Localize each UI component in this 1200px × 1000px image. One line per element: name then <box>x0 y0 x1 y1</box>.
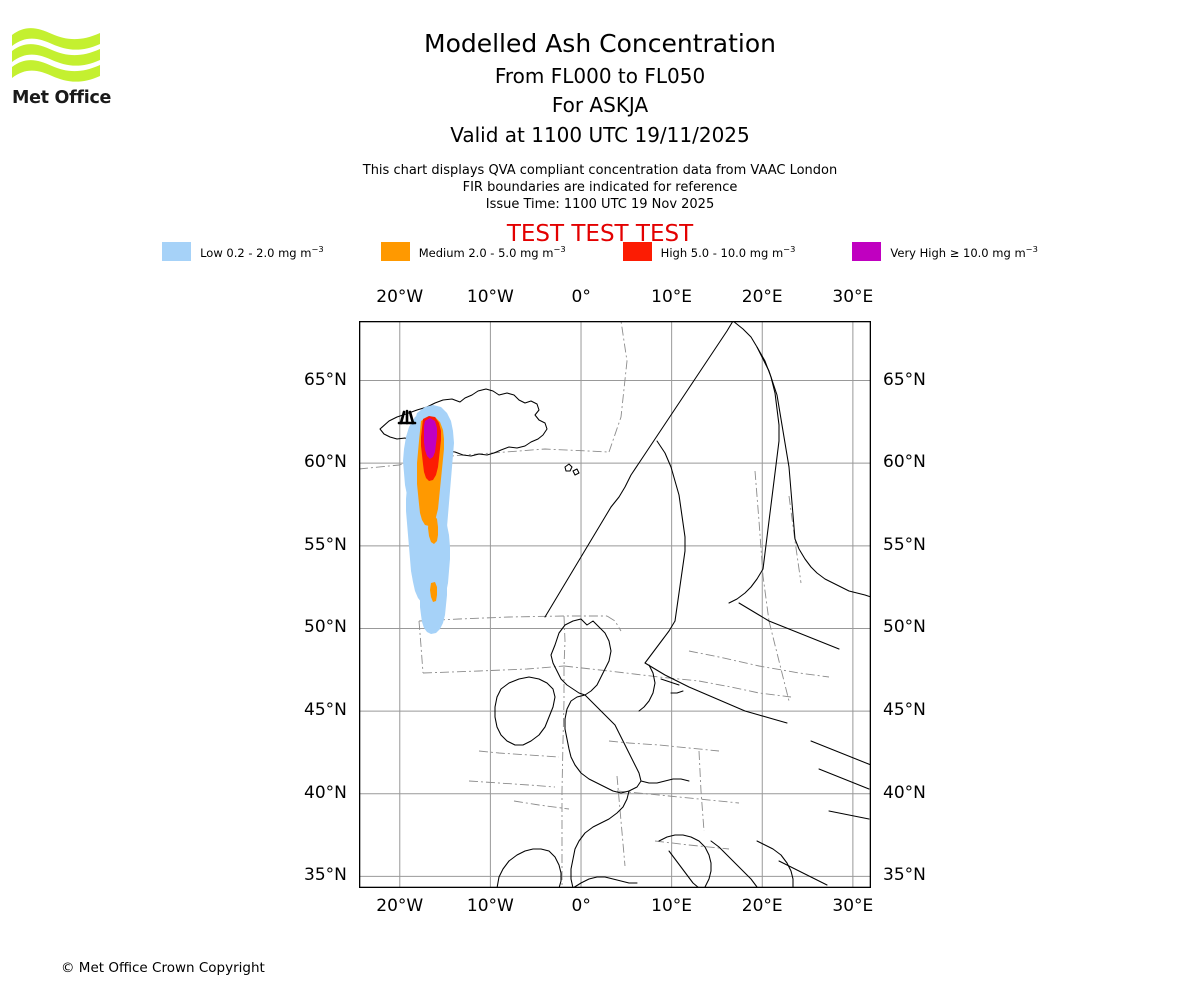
note-line-1: This chart displays QVA compliant concen… <box>362 163 838 178</box>
title-block: Modelled Ash Concentration From FL000 to… <box>0 0 1200 246</box>
lon-label-top: 30°E <box>832 287 874 307</box>
lon-label-bottom: 20°E <box>741 896 783 916</box>
legend-label-very-high: Very High ≥ 10.0 mg m−3 <box>890 243 1038 260</box>
met-office-wordmark: Met Office <box>12 88 112 108</box>
lat-label-right: 65°N <box>883 369 926 390</box>
lat-label-left: 50°N <box>304 617 347 638</box>
lon-label-top: 20°E <box>741 287 783 307</box>
lat-label-right: 40°N <box>883 782 926 803</box>
map-canvas[interactable] <box>359 321 871 888</box>
volcano-marker-icon <box>397 409 417 425</box>
lon-label-top: 10°E <box>651 287 692 307</box>
lon-label-bottom: 0° <box>571 896 591 916</box>
ash-region-very-high <box>424 418 437 459</box>
chart-note: This chart displays QVA compliant concen… <box>0 162 1200 213</box>
legend-item-low: Low 0.2 - 2.0 mg m−3 <box>162 242 324 261</box>
lat-label-right: 35°N <box>883 865 926 886</box>
lon-label-bottom: 20°W <box>376 896 424 916</box>
test-banner: TEST TEST TEST <box>506 221 694 248</box>
lon-label-bottom: 10°W <box>466 896 514 916</box>
ash-concentration-map[interactable]: 20°W 10°W 0° 10°E 20°E 30°E 20°W 10°W 0° 10°E 20°… <box>304 287 926 916</box>
lat-label-left: 40°N <box>304 782 347 803</box>
lon-label-bottom: 10°E <box>651 896 692 916</box>
lat-label-left: 35°N <box>304 865 347 886</box>
lat-label-left: 45°N <box>304 700 347 721</box>
concentration-legend: Low 0.2 - 2.0 mg m−3 Medium 2.0 - 5.0 mg… <box>0 242 1200 261</box>
lat-label-left: 55°N <box>304 534 347 555</box>
ash-plume <box>403 405 454 634</box>
legend-swatch-medium <box>380 242 410 261</box>
valid-time-subtitle: Valid at 1100 UTC 19/11/2025 <box>450 123 750 147</box>
legend-item-very-high: Very High ≥ 10.0 mg m−3 <box>852 242 1038 261</box>
note-line-2: FIR boundaries are indicated for referen… <box>462 180 738 196</box>
flight-level-subtitle: From FL000 to FL050 <box>494 64 706 88</box>
ash-region-medium-dot <box>430 582 437 602</box>
lon-label-top: 0° <box>571 287 591 307</box>
lat-label-right: 55°N <box>883 534 926 555</box>
lon-label-top: 20°W <box>376 287 424 307</box>
lat-label-right: 45°N <box>883 700 926 721</box>
legend-swatch-very-high <box>852 242 882 261</box>
ash-region-medium-streak <box>428 515 438 544</box>
legend-label-medium: Medium 2.0 - 5.0 mg m−3 <box>418 243 566 260</box>
lat-label-right: 50°N <box>883 617 926 638</box>
legend-label-low: Low 0.2 - 2.0 mg m−3 <box>200 243 324 260</box>
page-title: Modelled Ash Concentration <box>424 29 776 58</box>
fir-boundaries <box>359 321 830 888</box>
volcano-subtitle: For ASKJA <box>551 93 649 117</box>
met-office-logo: Met Office <box>12 26 112 114</box>
lon-label-bottom: 30°E <box>832 896 874 916</box>
lat-label-right: 60°N <box>883 452 926 473</box>
legend-swatch-low <box>162 242 192 261</box>
legend-label-high: High 5.0 - 10.0 mg m−3 <box>660 243 796 260</box>
met-office-wave-mark <box>12 28 100 82</box>
coastlines <box>379 321 871 888</box>
note-line-3: Issue Time: 1100 UTC 19 Nov 2025 <box>485 197 715 213</box>
legend-swatch-high <box>622 242 652 261</box>
map-frame <box>359 321 871 888</box>
lat-label-left: 60°N <box>304 452 347 473</box>
copyright-notice: © Met Office Crown Copyright <box>61 960 265 976</box>
legend-item-medium: Medium 2.0 - 5.0 mg m−3 <box>380 242 566 261</box>
lon-label-top: 10°W <box>466 287 514 307</box>
legend-item-high: High 5.0 - 10.0 mg m−3 <box>622 242 796 261</box>
lat-label-left: 65°N <box>304 369 347 390</box>
